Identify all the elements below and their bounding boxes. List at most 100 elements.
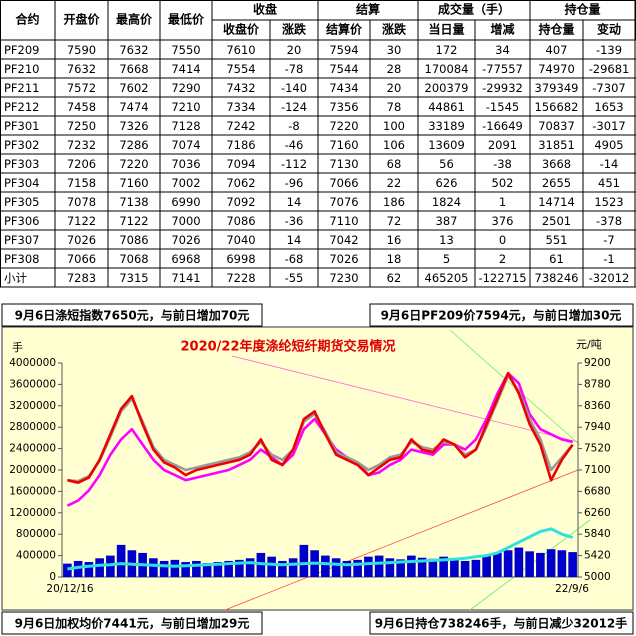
group-header: 持仓量	[564, 2, 600, 17]
y-axis-label: 手	[12, 340, 23, 354]
trend-line	[224, 469, 579, 611]
x-tick-label: 20/12/16	[46, 583, 93, 595]
table-cell: 74970	[538, 62, 575, 76]
table-cell: 7414	[171, 62, 200, 76]
table-cell: 502	[492, 176, 514, 190]
table-cell: 7220	[119, 157, 148, 171]
table-cell: 738246	[535, 271, 579, 285]
table-cell: 7334	[226, 100, 255, 114]
table-cell: 7066	[329, 176, 358, 190]
table-cell: 5	[443, 252, 450, 266]
table-cell: -32012	[589, 271, 630, 285]
table-cell: -378	[596, 214, 622, 228]
table-cell: 1523	[594, 195, 623, 209]
y2-tick-label: 6260	[584, 507, 611, 519]
table-cell: 626	[436, 176, 458, 190]
y-tick-label: 4000000	[9, 357, 56, 369]
y2-tick-label: 8780	[584, 378, 611, 390]
table-cell: 170084	[425, 62, 469, 76]
table-cell: 186	[383, 195, 405, 209]
column-header: 收盘价	[223, 22, 260, 37]
volume-bar	[450, 558, 459, 577]
volume-bar	[84, 562, 94, 577]
table-cell: 7632	[67, 62, 96, 76]
table-cell: 13609	[428, 138, 465, 152]
table-cell: 14	[287, 233, 302, 247]
note-box	[369, 303, 634, 327]
table-cell: 44861	[428, 100, 465, 114]
volume-bar	[106, 555, 115, 577]
table-cell: 7668	[119, 62, 148, 76]
y2-tick-label: 8360	[584, 400, 611, 412]
table-cell: 7086	[226, 214, 255, 228]
table-cell: -55	[285, 271, 304, 285]
table-cell: 13	[439, 233, 454, 247]
volume-bar	[482, 555, 491, 577]
y-tick-label: 1600000	[9, 485, 56, 497]
table-cell: 7138	[119, 195, 148, 209]
table-cell: -8	[288, 119, 299, 133]
table-cell: 30	[387, 43, 402, 57]
table-cell: 7283	[67, 271, 96, 285]
table-cell: 451	[598, 176, 620, 190]
table-cell: 72	[387, 214, 402, 228]
y-tick-label: 2800000	[9, 421, 56, 433]
note: 9月6日涤短指数7650元，与前日增加70元	[15, 308, 250, 323]
y2-axis-label: 元/吨	[576, 338, 602, 351]
table-cell: -7307	[592, 81, 625, 95]
table-cell: PF303	[4, 157, 40, 171]
volume-bar	[557, 550, 567, 577]
volume-bar	[63, 563, 72, 577]
table-cell: 28	[387, 62, 402, 76]
volume-bar	[321, 555, 330, 577]
y-tick-label: 800000	[16, 528, 56, 540]
y-tick-label: 2400000	[9, 443, 56, 455]
table-cell: 7074	[171, 138, 200, 152]
table-cell: 14	[287, 195, 302, 209]
table-cell: 7026	[329, 252, 358, 266]
volume-bar	[192, 560, 201, 577]
table-cell: 7130	[329, 157, 358, 171]
column-header: 涨跌	[382, 22, 407, 37]
volume-bar	[342, 560, 352, 577]
table-cell: 7356	[329, 100, 358, 114]
y-tick-label: 400000	[16, 550, 56, 562]
table-cell: 7544	[329, 62, 358, 76]
volume-bar	[116, 544, 126, 577]
y-tick-label: 2000000	[9, 464, 56, 476]
column-header: 变动	[597, 22, 621, 37]
volume-bar	[374, 555, 384, 577]
group-header: 收盘	[253, 2, 277, 17]
table-cell: 7632	[119, 43, 148, 57]
series-line	[66, 371, 573, 507]
table-cell: -139	[596, 43, 622, 57]
table-cell: 100	[383, 119, 405, 133]
table-cell: -16649	[482, 119, 523, 133]
table-cell: -29932	[482, 81, 523, 95]
table-cell: 18	[387, 252, 402, 266]
y2-tick-label: 6680	[584, 485, 611, 497]
table-cell: 7206	[67, 157, 96, 171]
note-box	[1, 303, 263, 327]
trend-line	[231, 355, 579, 443]
table-cell: 33189	[428, 119, 465, 133]
table-cell: PF305	[4, 195, 40, 209]
table-cell: PF308	[4, 252, 40, 266]
table-cell: 7458	[67, 100, 96, 114]
table-cell: -29681	[589, 62, 630, 76]
table-cell: 20	[287, 43, 302, 57]
table-cell: -112	[281, 157, 307, 171]
table-cell: PF301	[4, 119, 40, 133]
table-cell: 106	[383, 138, 405, 152]
table-cell: PF212	[4, 100, 40, 114]
table-cell: 14714	[538, 195, 575, 209]
table-cell: 7250	[67, 119, 96, 133]
volume-bar	[471, 559, 481, 577]
table-cell: -14	[600, 157, 619, 171]
table-cell: 7066	[67, 252, 96, 266]
y2-tick-label: 5420	[584, 550, 611, 562]
volume-bar	[525, 551, 534, 577]
table-cell: -122715	[478, 271, 526, 285]
volume-bar	[396, 559, 405, 577]
